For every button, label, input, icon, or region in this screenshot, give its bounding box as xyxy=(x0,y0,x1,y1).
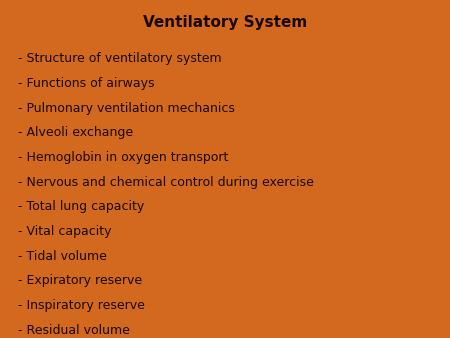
Text: - Total lung capacity: - Total lung capacity xyxy=(18,200,144,213)
Text: - Vital capacity: - Vital capacity xyxy=(18,225,112,238)
Text: - Pulmonary ventilation mechanics: - Pulmonary ventilation mechanics xyxy=(18,102,235,115)
Text: - Expiratory reserve: - Expiratory reserve xyxy=(18,274,142,287)
Text: - Residual volume: - Residual volume xyxy=(18,324,130,337)
Text: - Functions of airways: - Functions of airways xyxy=(18,77,154,90)
Text: Ventilatory System: Ventilatory System xyxy=(143,15,307,30)
Text: - Alveoli exchange: - Alveoli exchange xyxy=(18,126,133,139)
Text: - Tidal volume: - Tidal volume xyxy=(18,250,107,263)
Text: - Structure of ventilatory system: - Structure of ventilatory system xyxy=(18,52,221,65)
Text: - Hemoglobin in oxygen transport: - Hemoglobin in oxygen transport xyxy=(18,151,228,164)
Text: - Nervous and chemical control during exercise: - Nervous and chemical control during ex… xyxy=(18,176,314,189)
Text: - Inspiratory reserve: - Inspiratory reserve xyxy=(18,299,145,312)
